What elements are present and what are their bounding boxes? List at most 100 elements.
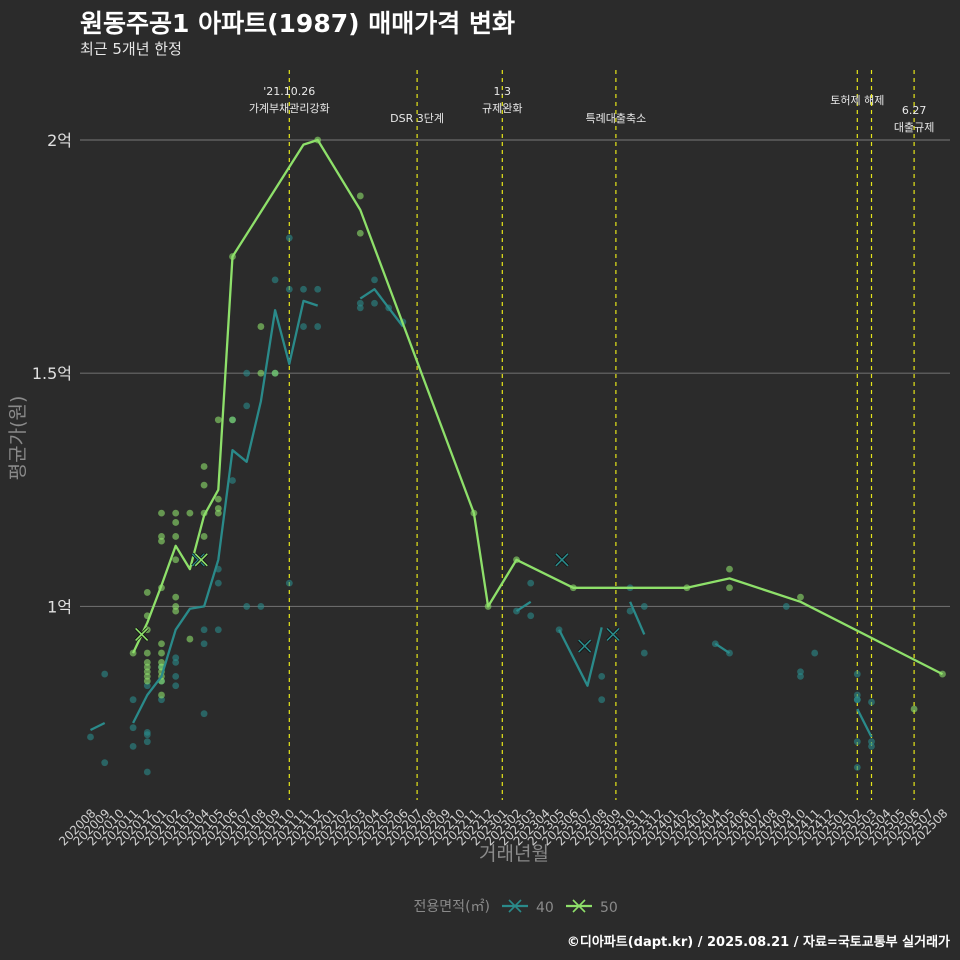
y-tick-label: 1.5억 — [32, 364, 72, 383]
policy-annotation: 특례대출축소 — [586, 112, 647, 125]
data-point-40 — [356, 304, 364, 312]
policy-annotation: 가계부채관리강화 — [249, 102, 330, 115]
data-point-50 — [172, 593, 180, 601]
data-point-40 — [853, 696, 861, 704]
data-point-50 — [200, 463, 208, 470]
data-point-40 — [101, 759, 109, 767]
data-point-50 — [158, 649, 165, 657]
data-point-40 — [868, 742, 875, 750]
series-line-40 — [359, 288, 404, 328]
series-line-50 — [132, 138, 944, 676]
data-point-40 — [285, 234, 293, 242]
data-point-40 — [300, 323, 307, 330]
data-point-40 — [200, 626, 208, 634]
data-point-50 — [158, 640, 165, 648]
data-point-40 — [853, 763, 861, 771]
data-point-50 — [229, 416, 236, 424]
chart-title: 원동주공1 아파트(1987) 매매가격 변화 — [80, 9, 515, 38]
data-point-40 — [243, 603, 251, 610]
series-line-40 — [558, 627, 603, 687]
data-point-40 — [172, 672, 180, 680]
data-point-40 — [868, 738, 875, 746]
y-tick-label: 1억 — [47, 597, 72, 616]
data-point-40 — [129, 724, 137, 732]
data-point-40 — [229, 477, 236, 484]
legend: 전용면적(㎡) 40 50 — [414, 899, 618, 916]
data-point-40 — [101, 670, 109, 678]
data-point-50 — [172, 519, 180, 526]
y-tick-label: 2억 — [47, 131, 72, 150]
data-point-40 — [143, 728, 151, 736]
data-point-40 — [640, 649, 648, 657]
policy-annotation: '21.10.26 — [263, 85, 315, 98]
x-marker-50 — [134, 627, 149, 642]
series-line-40 — [515, 600, 532, 613]
x-marker-50 — [194, 552, 209, 567]
data-point-40 — [371, 299, 378, 307]
data-point-40 — [285, 579, 293, 587]
data-point-50 — [356, 229, 364, 237]
data-point-50 — [356, 192, 364, 200]
data-point-50 — [143, 668, 151, 676]
data-point-50 — [214, 416, 222, 424]
data-point-50 — [158, 537, 165, 545]
data-point-50 — [214, 505, 222, 512]
x-marker-glyph — [135, 627, 149, 641]
data-point-40 — [158, 696, 165, 704]
data-point-40 — [314, 285, 322, 293]
data-point-40 — [300, 285, 307, 293]
data-point-50 — [172, 603, 180, 610]
data-point-40 — [626, 607, 634, 615]
data-point-40 — [797, 668, 804, 676]
data-point-50 — [143, 677, 151, 685]
data-point-40 — [640, 603, 648, 610]
data-point-40 — [129, 696, 137, 704]
x-marker-glyph — [555, 553, 569, 567]
data-point-50 — [726, 565, 733, 573]
data-point-40 — [782, 603, 790, 610]
data-point-40 — [200, 710, 208, 718]
policy-annotation: 토허제 해제 — [830, 93, 884, 107]
legend-key-cross-40 — [508, 899, 522, 913]
data-point-40 — [527, 612, 535, 620]
policy-annotation: 규제완화 — [482, 102, 522, 115]
data-point-40 — [271, 276, 279, 284]
data-point-40 — [172, 654, 180, 662]
footer-credit: ©디아파트(dapt.kr) / 2025.08.21 / 자료=국토교통부 실… — [566, 935, 950, 950]
data-point-40 — [257, 603, 265, 610]
data-point-50 — [143, 589, 151, 596]
policy-annotation: 1.3 — [494, 85, 512, 98]
data-point-50 — [172, 556, 180, 564]
chart-subtitle: 최근 5개년 한정 — [80, 40, 182, 58]
data-point-50 — [158, 533, 165, 540]
data-point-50 — [214, 509, 222, 517]
x-marker-glyph — [606, 627, 620, 641]
data-point-50 — [214, 495, 222, 503]
series-line-40 — [629, 601, 646, 635]
data-point-40 — [598, 672, 606, 680]
data-point-50 — [186, 509, 194, 517]
data-point-50 — [143, 649, 151, 657]
data-point-40 — [143, 738, 151, 746]
data-point-50 — [257, 323, 265, 330]
data-point-40 — [356, 299, 364, 307]
policy-annotation: 대출규제 — [894, 121, 934, 134]
data-point-50 — [797, 593, 804, 601]
legend-label-50: 50 — [600, 900, 618, 916]
legend-key-cross-50 — [572, 899, 586, 913]
data-point-40 — [243, 402, 251, 410]
data-point-50 — [726, 584, 733, 592]
x-marker-40 — [554, 552, 570, 567]
data-point-50 — [158, 509, 165, 517]
data-point-40 — [172, 682, 180, 690]
data-point-50 — [200, 481, 208, 489]
data-point-40 — [811, 649, 819, 657]
data-point-50 — [186, 635, 194, 643]
x-marker-40 — [577, 638, 592, 654]
legend-label-40: 40 — [536, 900, 554, 916]
data-point-50 — [172, 509, 180, 517]
data-point-40 — [200, 640, 208, 648]
data-point-40 — [853, 691, 861, 699]
y-axis-label: 평균가(원) — [7, 396, 29, 481]
